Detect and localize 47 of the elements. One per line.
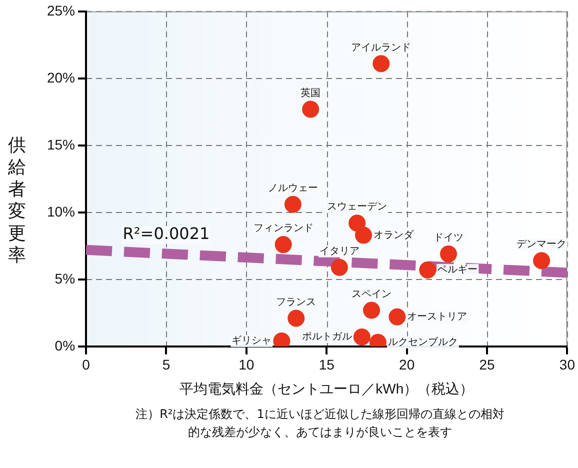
y-axis-title: 供給者変更率 — [7, 135, 27, 267]
annotation: ルクセンブルク — [388, 336, 458, 348]
x-tick-label: 10 — [238, 356, 254, 373]
x-tick-label: 0 — [82, 356, 90, 373]
x-axis-title: 平均電気料金（セントユーロ／kWh）（税込） — [180, 380, 474, 396]
point — [353, 328, 370, 346]
annotation: アイルランド — [351, 42, 412, 54]
annotation: デンマーク — [516, 239, 567, 250]
point — [284, 196, 302, 213]
annotation: 英国 — [300, 86, 321, 99]
y-tick-label: 10% — [46, 203, 76, 220]
point — [274, 236, 292, 254]
annotation: ギリシャ — [232, 334, 272, 347]
annotation: オランダ — [374, 228, 415, 241]
annotation: ドイツ — [434, 232, 464, 244]
x-tick-label: 5 — [162, 356, 170, 373]
x-tick-label: 30 — [559, 356, 576, 373]
annotation: オーストリア — [407, 312, 468, 323]
y-tick-label: 0% — [54, 337, 76, 354]
y-tick-label: 5% — [54, 270, 76, 286]
x-tick-label: 15 — [318, 356, 335, 373]
point — [440, 245, 458, 262]
y-tick-label: 20% — [46, 69, 76, 86]
point — [288, 310, 305, 327]
point — [363, 302, 380, 319]
point — [419, 262, 436, 279]
annotation: スウェーデン — [327, 202, 388, 213]
point — [355, 226, 372, 244]
annotation: R²=0.0021 — [122, 224, 210, 244]
x-tick-label: 25 — [479, 356, 496, 373]
y-tick-label: 15% — [46, 136, 76, 152]
x-tick-label: 20 — [399, 356, 415, 373]
point — [330, 258, 348, 276]
annotation: スペイン — [352, 288, 392, 300]
point — [388, 308, 406, 326]
text: 注）R²は決定係数で、1に近いほど近似した線形回帰の直線との相対的な残差が少なく、あてはまりが良いことを表す — [135, 406, 505, 441]
annotation: ベルギー — [438, 264, 478, 276]
annotation: イタリア — [319, 246, 360, 257]
annotation: フランス — [276, 296, 316, 308]
point — [302, 100, 320, 118]
y-tick-label: 25% — [46, 2, 76, 18]
annotation: フィンランド — [253, 223, 314, 234]
annotation: ポルトガル — [302, 332, 352, 343]
point — [348, 214, 366, 232]
point — [533, 252, 550, 270]
point — [372, 55, 390, 72]
annotation: ノルウェー — [268, 182, 318, 194]
